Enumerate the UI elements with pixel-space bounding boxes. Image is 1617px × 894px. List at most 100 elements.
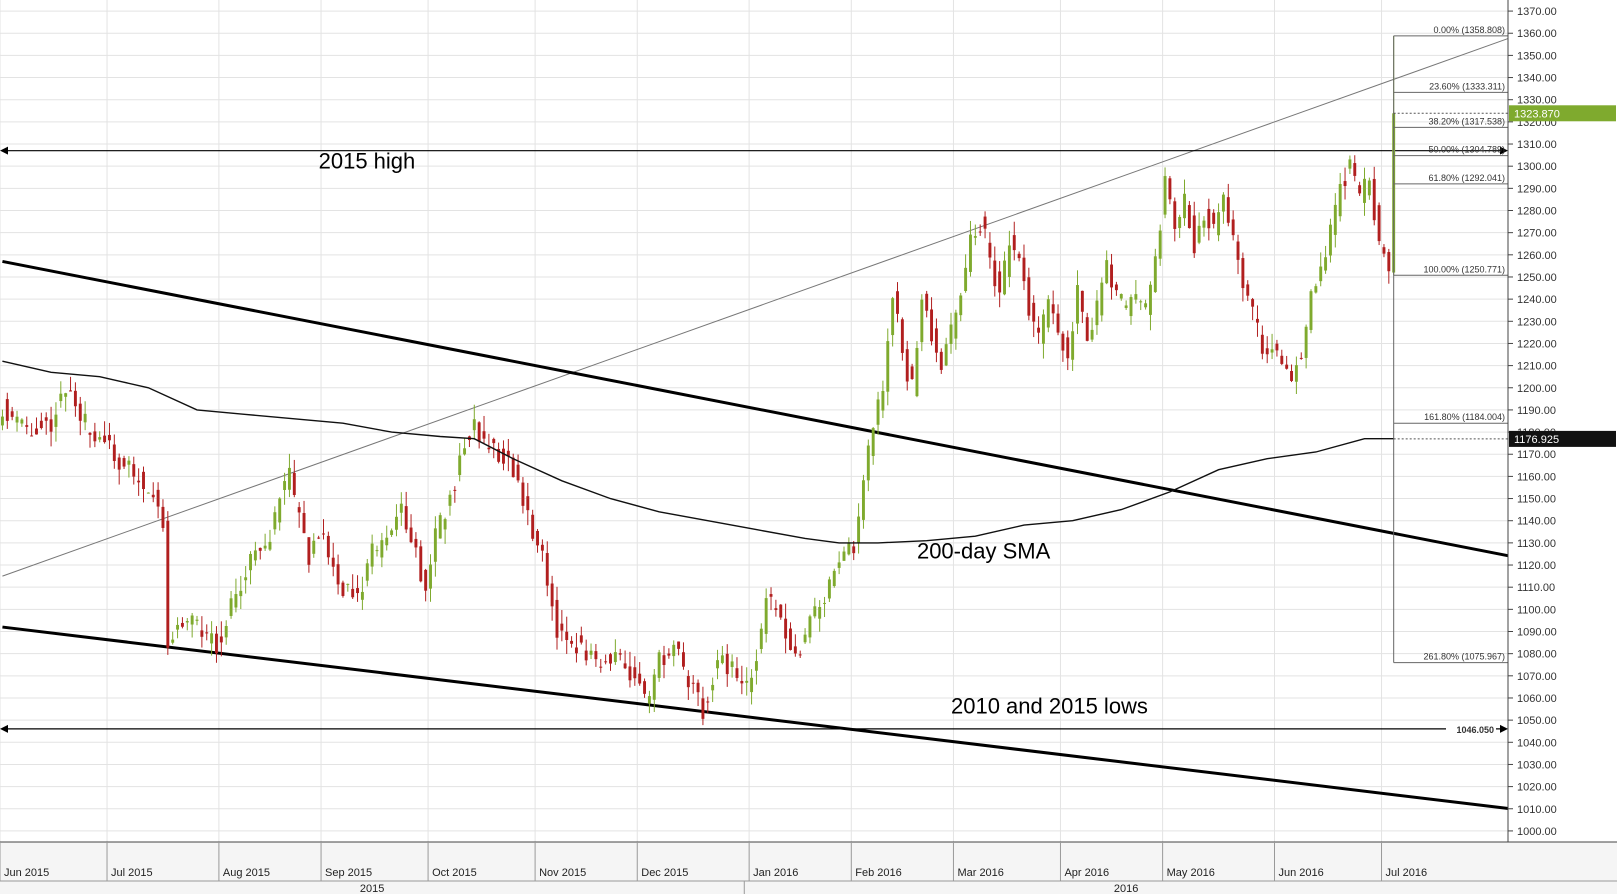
y-tick-label: 1110.00 bbox=[1517, 582, 1555, 594]
candle-body bbox=[983, 216, 987, 229]
candle-body bbox=[506, 450, 510, 457]
x-tick-label: Dec 2015 bbox=[641, 867, 688, 879]
candle-body bbox=[667, 653, 671, 656]
candle-body bbox=[511, 457, 515, 478]
candle-body bbox=[1348, 159, 1352, 169]
candle-body bbox=[526, 496, 530, 511]
chart-annotation: 2015 high bbox=[319, 148, 416, 173]
candle-body bbox=[103, 435, 107, 443]
candle-body bbox=[740, 680, 744, 684]
candle-body bbox=[360, 591, 364, 600]
candle-body bbox=[93, 431, 97, 442]
candle-body bbox=[83, 413, 87, 423]
candle-body bbox=[1173, 201, 1177, 229]
candle-body bbox=[1192, 215, 1196, 254]
candle-body bbox=[1372, 178, 1376, 221]
y-tick-label: 1230.00 bbox=[1517, 316, 1557, 328]
candle-body bbox=[652, 674, 656, 700]
x-tick-label: Mar 2016 bbox=[957, 867, 1003, 879]
candle-body bbox=[910, 366, 914, 380]
candle-body bbox=[1022, 257, 1026, 282]
x-tick-label: Oct 2015 bbox=[432, 867, 477, 879]
candle-body bbox=[823, 602, 826, 604]
candle-body bbox=[492, 438, 496, 444]
candle-body bbox=[166, 520, 170, 648]
candle-body bbox=[249, 553, 252, 571]
candle-body bbox=[1148, 284, 1152, 315]
candle-body bbox=[764, 598, 768, 634]
candle-body bbox=[297, 507, 301, 513]
candle-body bbox=[268, 541, 272, 550]
candle-body bbox=[278, 498, 282, 523]
y-tick-label: 1200.00 bbox=[1517, 383, 1557, 395]
chart-annotation: 2010 and 2015 lows bbox=[951, 693, 1148, 718]
candle-body bbox=[171, 639, 175, 643]
candle-body bbox=[891, 298, 895, 336]
y-tick-label: 1370.00 bbox=[1517, 6, 1557, 18]
candle-body bbox=[234, 594, 238, 608]
candle-body bbox=[1236, 241, 1240, 260]
candle-body bbox=[818, 607, 822, 619]
candle-body bbox=[643, 681, 647, 694]
candle-body bbox=[1333, 204, 1337, 235]
candle-body bbox=[73, 390, 77, 407]
candle-body bbox=[229, 598, 233, 616]
candle-body bbox=[429, 564, 432, 589]
candle-body bbox=[521, 482, 525, 506]
candle-body bbox=[1041, 314, 1045, 344]
candle-body bbox=[1187, 205, 1191, 229]
candle-body bbox=[1046, 299, 1050, 328]
candle-body bbox=[346, 583, 350, 585]
candle-body bbox=[570, 640, 574, 644]
candle-body bbox=[1144, 303, 1148, 308]
y-tick-label: 1150.00 bbox=[1517, 494, 1556, 506]
y-tick-label: 1280.00 bbox=[1517, 206, 1557, 218]
candle-body bbox=[132, 464, 136, 477]
candle-body bbox=[394, 516, 398, 530]
candle-body bbox=[905, 349, 909, 382]
candle-body bbox=[934, 328, 938, 353]
candle-body bbox=[939, 351, 943, 370]
y-tick-label: 1120.00 bbox=[1517, 560, 1556, 572]
candle-body bbox=[1387, 252, 1391, 272]
candle-body bbox=[1309, 291, 1313, 330]
grid bbox=[0, 0, 1508, 842]
candle-body bbox=[696, 682, 700, 693]
candle-body bbox=[59, 393, 63, 402]
candle-body bbox=[574, 647, 578, 654]
y-tick-label: 1300.00 bbox=[1517, 161, 1557, 173]
arrow-left-icon bbox=[0, 724, 8, 733]
y-tick-label: 1080.00 bbox=[1517, 649, 1557, 661]
candle-body bbox=[399, 503, 403, 513]
candle-body bbox=[1304, 326, 1308, 358]
candle-body bbox=[20, 419, 24, 424]
candle-body bbox=[458, 455, 462, 476]
candle-body bbox=[1017, 253, 1021, 259]
candle-body bbox=[706, 701, 710, 703]
fib-level-label: 0.00% (1358.808) bbox=[1433, 25, 1505, 35]
fib-level-label: 100.00% (1250.771) bbox=[1423, 264, 1505, 274]
candle-body bbox=[716, 660, 719, 669]
candle-body bbox=[1324, 257, 1328, 271]
candle-body bbox=[443, 519, 447, 530]
candlesticks bbox=[0, 35, 1396, 726]
candle-body bbox=[682, 652, 685, 667]
candle-body bbox=[866, 445, 870, 481]
level-label-bg bbox=[1446, 722, 1496, 735]
candle-body bbox=[375, 550, 379, 552]
candle-body bbox=[701, 698, 705, 719]
y-tick-label: 1250.00 bbox=[1517, 272, 1557, 284]
candle-body bbox=[628, 666, 632, 681]
y-tick-label: 1260.00 bbox=[1517, 250, 1557, 262]
candle-body bbox=[253, 550, 257, 561]
candle-body bbox=[88, 432, 92, 435]
candle-body bbox=[852, 546, 856, 554]
candle-body bbox=[1338, 183, 1342, 217]
candle-body bbox=[900, 319, 904, 353]
candle-body bbox=[64, 393, 68, 397]
y-tick-label: 1290.00 bbox=[1517, 183, 1557, 195]
candle-body bbox=[146, 492, 150, 494]
candle-body bbox=[1197, 225, 1201, 243]
candle-body bbox=[618, 653, 622, 655]
candle-body bbox=[973, 236, 977, 238]
